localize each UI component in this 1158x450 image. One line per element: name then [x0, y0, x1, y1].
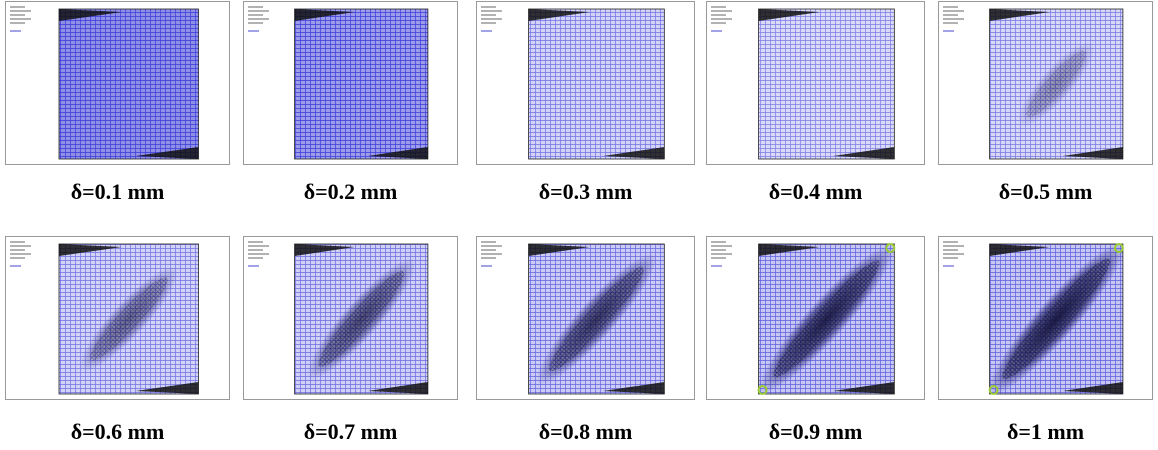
- mesh-border: [528, 8, 665, 160]
- panel: [938, 1, 1153, 165]
- corner-wedge: [758, 9, 820, 21]
- corner-marker: [988, 385, 999, 395]
- panel: [243, 1, 458, 165]
- panel-label: δ=0.3 mm: [539, 179, 633, 204]
- corner-marker: [757, 385, 768, 395]
- mesh-border: [294, 243, 429, 395]
- mesh-border: [758, 8, 895, 160]
- corner-wedge: [1062, 382, 1123, 394]
- shear-band-mesh: [1026, 50, 1087, 118]
- panel: [938, 236, 1153, 400]
- panel: [5, 236, 230, 400]
- mesh-border: [758, 243, 895, 395]
- corner-wedge: [1062, 147, 1123, 159]
- panel-label: δ=1 mm: [1007, 419, 1084, 444]
- corner-marker: [1113, 243, 1124, 253]
- corner-wedge: [528, 244, 590, 256]
- corner-wedge: [603, 382, 665, 394]
- corner-wedge: [833, 147, 895, 159]
- mesh: [294, 9, 428, 159]
- mesh-border: [989, 8, 1124, 160]
- mesh-border: [528, 243, 665, 395]
- mesh-border: [58, 8, 199, 160]
- mesh: [528, 9, 665, 159]
- corner-wedge: [135, 147, 199, 159]
- corner-wedge: [989, 9, 1050, 21]
- corner-wedge: [59, 9, 122, 21]
- corner-wedge: [135, 382, 199, 394]
- mesh-border: [294, 8, 429, 160]
- panel: [476, 236, 695, 400]
- panel: [243, 236, 458, 400]
- panel: [5, 1, 230, 165]
- panel-label: δ=0.5 mm: [999, 179, 1093, 204]
- corner-wedge: [833, 382, 895, 394]
- panel-label: δ=0.7 mm: [304, 419, 398, 444]
- panel-label: δ=0.1 mm: [71, 179, 165, 204]
- corner-marker: [885, 243, 896, 253]
- panel: [706, 1, 925, 165]
- corner-wedge: [367, 382, 428, 394]
- mesh-border: [989, 243, 1124, 395]
- mesh: [59, 9, 199, 159]
- shear-band-mesh: [1002, 258, 1111, 380]
- corner-wedge: [603, 147, 665, 159]
- panel: [706, 236, 925, 400]
- mesh: [758, 9, 895, 159]
- corner-wedge: [59, 244, 122, 256]
- corner-wedge: [294, 9, 355, 21]
- corner-wedge: [528, 9, 590, 21]
- panel-label: δ=0.8 mm: [539, 419, 633, 444]
- panel: [476, 1, 695, 165]
- shear-band-mesh: [89, 277, 168, 361]
- corner-wedge: [758, 244, 820, 256]
- corner-wedge: [294, 244, 355, 256]
- corner-wedge: [367, 147, 428, 159]
- shear-band-mesh: [318, 271, 405, 367]
- panel-label: δ=0.6 mm: [71, 419, 165, 444]
- panel-label: δ=0.2 mm: [304, 179, 398, 204]
- shear-band-mesh: [773, 260, 880, 378]
- panel-label: δ=0.4 mm: [769, 179, 863, 204]
- mesh-border: [58, 243, 199, 395]
- corner-wedge: [989, 244, 1050, 256]
- panel-label: δ=0.9 mm: [769, 419, 863, 444]
- shear-band-mesh: [548, 266, 644, 372]
